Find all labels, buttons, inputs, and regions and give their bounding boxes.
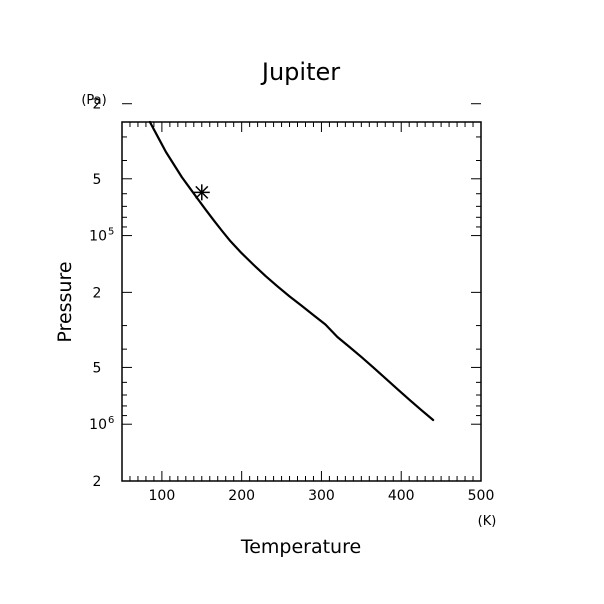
- x-tick-label: 500: [468, 488, 495, 504]
- x-major-ticks: [161, 122, 482, 481]
- y-tick-label: 5: [93, 360, 102, 376]
- x-tick-label: 400: [388, 488, 415, 504]
- x-tick-labels: 100 200 300 400 500: [149, 488, 495, 504]
- y-minor-ticks: [122, 136, 481, 417]
- chart-title: Jupiter: [260, 58, 340, 86]
- y-axis-label: Pressure: [54, 261, 76, 342]
- y-tick-label-base: 10: [89, 229, 107, 245]
- y-tick-label: 2: [93, 474, 102, 490]
- x-tick-label: 300: [308, 488, 335, 504]
- x-tick-label: 200: [228, 488, 255, 504]
- y-axis-unit: (Pa): [81, 93, 106, 108]
- y-tick-label: 2: [93, 285, 102, 301]
- series-group: [148, 120, 435, 422]
- x-minor-ticks: [129, 122, 474, 481]
- x-axis-label: Temperature: [240, 536, 361, 558]
- x-tick-label: 100: [149, 488, 176, 504]
- asterisk-marker-0: [193, 184, 210, 201]
- marker-group: [193, 184, 210, 201]
- asterisk-stroke-3: [195, 185, 209, 199]
- y-tick-label: 5: [93, 172, 102, 188]
- y-tick-label-exponent: 6: [108, 415, 114, 426]
- series-line-0: [148, 120, 435, 422]
- plot-frame: [121, 121, 482, 482]
- y-tick-label-exponent: 5: [108, 227, 114, 238]
- y-tick-label: 2: [93, 97, 102, 113]
- y-tick-label-base: 10: [89, 417, 107, 433]
- x-axis-unit: (K): [478, 514, 497, 529]
- y-major-ticks: [122, 103, 481, 482]
